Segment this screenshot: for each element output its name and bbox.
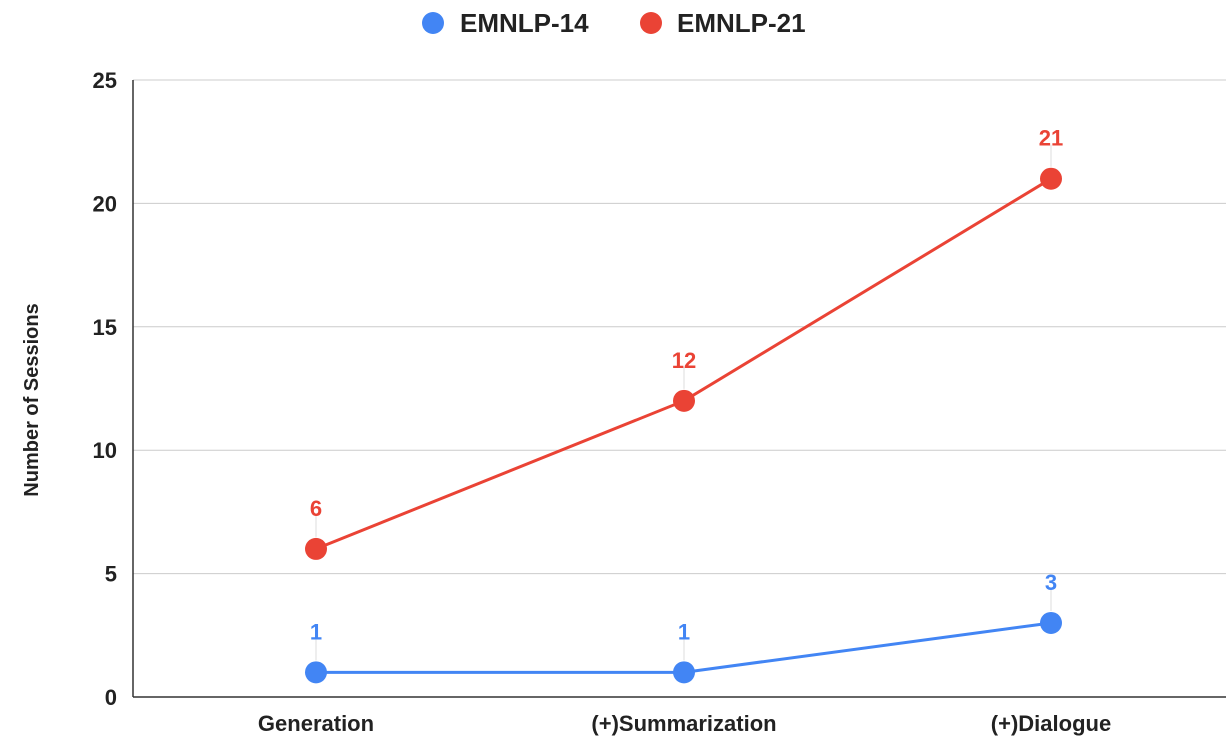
gridlines [133,79,1226,575]
data-point [1040,611,1062,634]
legend-marker [640,12,662,34]
series-emnlp-21: 6 12 21 [305,126,1063,560]
legend-marker [422,12,444,34]
data-label: 12 [672,348,696,373]
data-point [673,661,695,684]
legend-label: EMNLP-21 [677,8,806,38]
legend-item: EMNLP-21 [640,8,806,38]
data-label: 1 [310,619,322,644]
legend: EMNLP-14 EMNLP-21 [422,8,806,38]
series-emnlp-14: 1 1 3 [305,570,1062,684]
y-axis-label: Number of Sessions [21,303,43,496]
data-point [305,661,327,684]
legend-item: EMNLP-14 [422,8,589,38]
x-tick-label: (+)Summarization [591,711,776,736]
y-tick-label: 5 [105,562,117,587]
data-point [1040,167,1062,190]
data-label: 6 [310,496,322,521]
x-tick-label: (+)Dialogue [991,711,1111,736]
data-point [305,537,327,560]
data-label: 1 [678,619,690,644]
data-label: 3 [1045,570,1057,595]
y-tick-label: 15 [93,315,117,340]
legend-label: EMNLP-14 [460,8,589,38]
y-tick-label: 0 [105,685,117,710]
data-point [673,389,695,412]
y-tick-label: 10 [93,438,117,463]
series-layer: 1 1 3 6 12 21 [305,126,1063,684]
y-tick-label: 25 [93,68,117,93]
y-tick-label: 20 [93,191,117,216]
x-tick-label: Generation [258,711,374,736]
data-label: 21 [1039,126,1063,151]
axes: 0 5 10 15 20 25 Generation (+)Summarization (+)D… [93,68,1226,736]
